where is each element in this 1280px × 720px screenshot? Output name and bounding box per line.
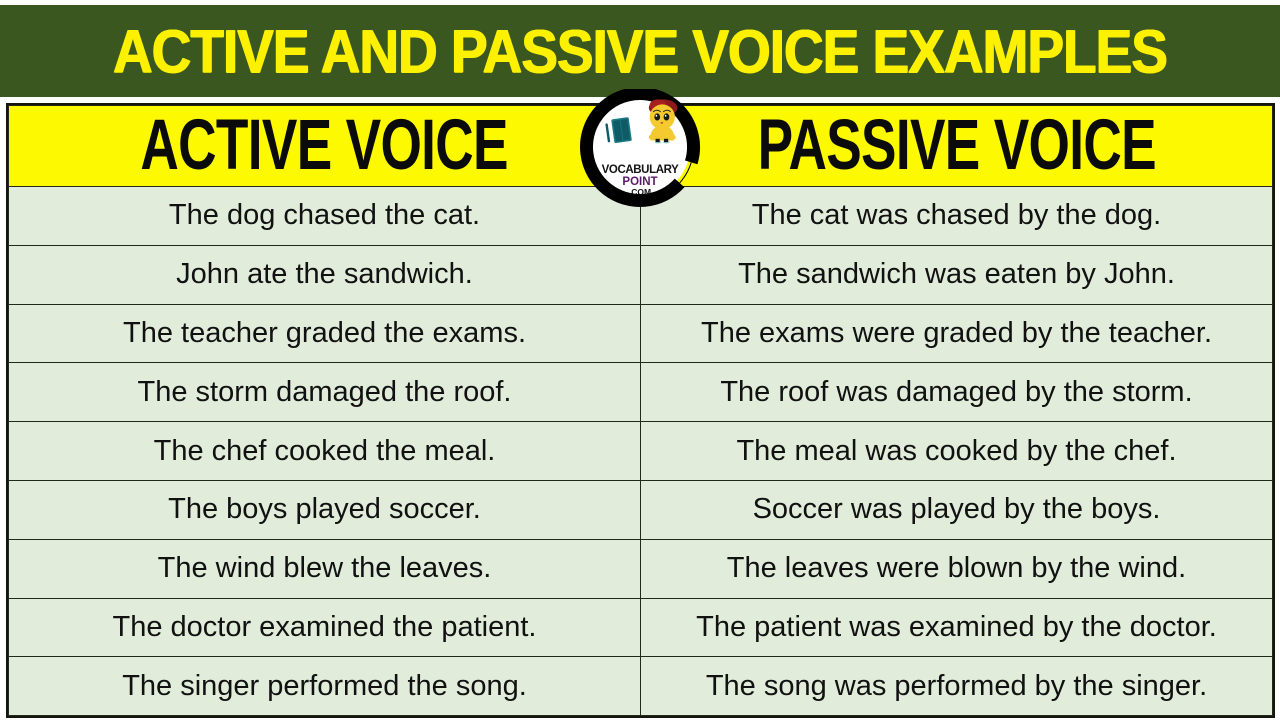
- svg-text:.COM: .COM: [629, 187, 651, 197]
- svg-text:VOCABULARY: VOCABULARY: [602, 164, 679, 176]
